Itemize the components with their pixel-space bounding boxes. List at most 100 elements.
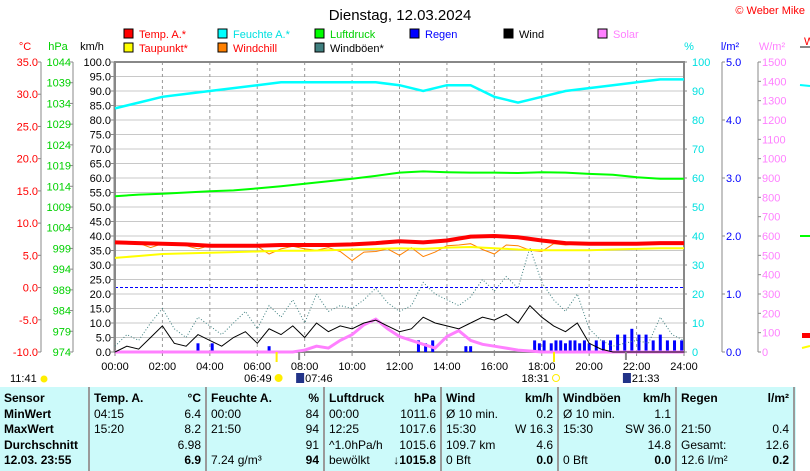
table-row: Ø 10 min. 0.2 xyxy=(446,407,553,422)
wind-tick-label: 75.0 xyxy=(90,130,111,142)
temp-tick-label: 10.0 xyxy=(17,218,38,230)
rain-bar xyxy=(594,340,598,352)
legend-swatch xyxy=(217,28,228,39)
cell-value: 12.6 xyxy=(765,437,789,452)
rain-bar xyxy=(537,343,541,352)
stat-column-regen: Regen l/m² 21:50 0.4 Gesamt: 12.6 12.6 l/m² 0.2 xyxy=(677,387,795,471)
sunrise-time: 06:49 xyxy=(244,373,272,385)
table-row: 00:00 84 xyxy=(211,407,319,422)
rain-tick-label: 2.0 xyxy=(726,231,741,243)
wind-tick-label: 60.0 xyxy=(90,173,111,185)
cell-label: 0 Bft xyxy=(446,453,471,467)
cell-value: 1015.6 xyxy=(399,437,436,452)
solar-tick-label: 1400 xyxy=(762,76,786,88)
wind-tick-label: 0.0 xyxy=(96,347,111,359)
copyright-link[interactable]: © Weber Mike xyxy=(735,5,805,17)
rain-tick-label: 5.0 xyxy=(726,57,741,69)
cell-label: 7.24 g/m³ xyxy=(211,453,262,467)
table-row: 7.24 g/m³ 94 xyxy=(211,453,319,468)
moon-icon xyxy=(40,375,48,383)
stat-column-wind: Wind km/h Ø 10 min. 0.2 15:30 W 16.3 109.7 km 4… xyxy=(442,387,559,471)
rain-bar xyxy=(469,346,473,352)
solar-tick-label: 0 xyxy=(762,347,768,359)
sun-icon xyxy=(274,374,283,382)
humidity-line xyxy=(114,78,684,110)
time-tick-label: 12:00 xyxy=(386,361,414,373)
humidity-tick-label: 100 xyxy=(692,57,710,69)
column-title: Wind xyxy=(446,391,476,405)
cell-label: 00:00 xyxy=(329,406,360,421)
wind-tick-label: 40.0 xyxy=(90,231,111,243)
rain-bar xyxy=(609,340,613,352)
column-header: Regen l/m² xyxy=(681,391,789,406)
column-unit: % xyxy=(308,391,319,405)
wind-tick-label: 65.0 xyxy=(90,159,111,171)
rain-bar xyxy=(582,340,586,352)
legend-swatch xyxy=(597,28,608,39)
series xyxy=(114,78,685,354)
chart-title: Dienstag, 12.03.2024 xyxy=(329,7,472,24)
rain-bar xyxy=(601,340,605,352)
rain-tick-label: 3.0 xyxy=(726,173,741,185)
cell-label: 21:50 xyxy=(681,422,712,436)
clipped-humidity-mark xyxy=(799,84,810,87)
solar-tick-label: 400 xyxy=(762,270,780,282)
cell-value: 1017.6 xyxy=(399,422,436,436)
wind-tick-label: 35.0 xyxy=(90,246,111,258)
time-tick-label: 00:00 xyxy=(101,361,129,373)
table-row: 00:00 1011.6 xyxy=(329,407,436,422)
table-row: Ø 10 min. 1.1 xyxy=(563,407,671,422)
time-tick-label: 10:00 xyxy=(338,361,366,373)
column-unit: hPa xyxy=(413,391,436,405)
cell-value: 6.98 xyxy=(177,437,201,452)
cell-label: 12:25 xyxy=(329,422,360,436)
table-row: 6.98 xyxy=(94,438,201,453)
solar-tick-label: 600 xyxy=(762,231,780,243)
pressure-tick-label: 1039 xyxy=(47,78,71,90)
legend-swatch xyxy=(123,28,134,39)
legend-swatch xyxy=(123,42,134,53)
wind-tick-label: 55.0 xyxy=(90,188,111,200)
cell-label: bewölkt xyxy=(329,453,370,467)
wind-tick-label: 15.0 xyxy=(90,304,111,316)
column-title: Regen xyxy=(681,391,718,405)
cell-label: 109.7 km xyxy=(446,437,496,452)
cell-value: 0.4 xyxy=(772,422,789,436)
solar-line xyxy=(115,317,684,354)
legend-label: Solar xyxy=(613,29,639,41)
solar-tick-label: 1500 xyxy=(762,57,786,69)
time-tick-label: 24:00 xyxy=(670,361,698,373)
wind-tick-label: 25.0 xyxy=(90,275,111,287)
rain-bar xyxy=(464,346,468,352)
cell-value: 0.0 xyxy=(654,453,671,467)
axes: °C 35.0 30.0 25.0 20.0 15.0 10.0 5.0 0.0 -5.0 -10.… xyxy=(13,41,787,373)
column-header: Wind km/h xyxy=(446,391,553,406)
clipped-dewpoint-mark xyxy=(801,345,810,349)
rain-bar xyxy=(578,343,582,352)
time-tick-label: 14:00 xyxy=(433,361,461,373)
table-row: 12:25 1017.6 xyxy=(329,422,436,437)
rain-bar xyxy=(623,334,627,352)
stat-column-temp-a-: Temp. A. °C 04:15 6.4 15:20 8.2 6.98 6.9 xyxy=(90,387,207,471)
wind-unit-label: km/h xyxy=(80,41,104,53)
rain-tick-label: 4.0 xyxy=(726,115,741,127)
table-row: 0 Bft 0.0 xyxy=(446,453,553,468)
wind-tick-label: 10.0 xyxy=(90,318,111,330)
temp-tick-label: 5.0 xyxy=(23,250,38,262)
temp-tick-label: 0.0 xyxy=(23,283,38,295)
humidity-tick-label: 70 xyxy=(692,144,704,156)
rain-bar xyxy=(549,343,553,352)
statistics-table: Sensor MinWert MaxWert Durchschnitt 12.03. 2… xyxy=(0,387,796,471)
column-title: Luftdruck xyxy=(329,391,385,405)
legend-swatch xyxy=(314,28,325,39)
stat-column-feuchte-a-: Feuchte A.% 00:00 84 21:50 94 91 7.24 g/m³ 94 xyxy=(207,387,325,471)
rain-bar xyxy=(559,340,563,352)
humidity-tick-label: 0 xyxy=(692,347,698,359)
row-label: MaxWert xyxy=(4,422,54,436)
row-label: Sensor xyxy=(4,391,45,405)
rain-bar xyxy=(533,340,537,352)
cell-value: 84 xyxy=(305,406,319,421)
pressure-unit-label: hPa xyxy=(48,41,68,53)
table-row: 15:20 8.2 xyxy=(94,422,201,437)
